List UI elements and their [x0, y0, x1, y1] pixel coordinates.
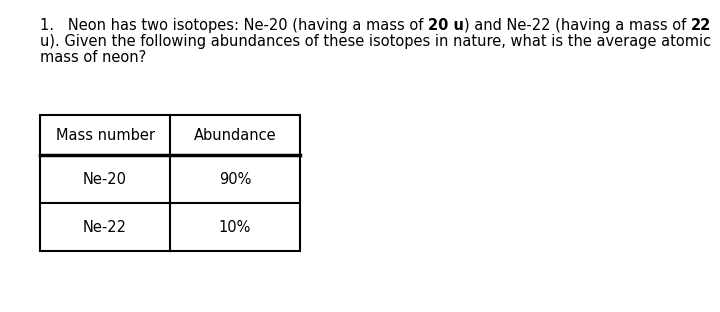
- Text: Abundance: Abundance: [194, 128, 276, 143]
- Text: 22: 22: [690, 18, 711, 33]
- Text: u). Given the following abundances of these isotopes in nature, what is the aver: u). Given the following abundances of th…: [40, 34, 711, 49]
- Text: 10%: 10%: [219, 220, 251, 235]
- Text: 20 u: 20 u: [428, 18, 464, 33]
- Bar: [40, 115, 300, 251]
- Text: Ne-22: Ne-22: [83, 220, 127, 235]
- Text: ) and Ne-22 (having a mass of: ) and Ne-22 (having a mass of: [464, 18, 690, 33]
- Text: 1.   Neon has two isotopes: Ne-20 (having a mass of: 1. Neon has two isotopes: Ne-20 (having …: [40, 18, 428, 33]
- Text: Ne-20: Ne-20: [83, 172, 127, 187]
- Text: Mass number: Mass number: [55, 128, 155, 143]
- Text: mass of neon?: mass of neon?: [40, 50, 146, 65]
- Text: 90%: 90%: [219, 172, 251, 187]
